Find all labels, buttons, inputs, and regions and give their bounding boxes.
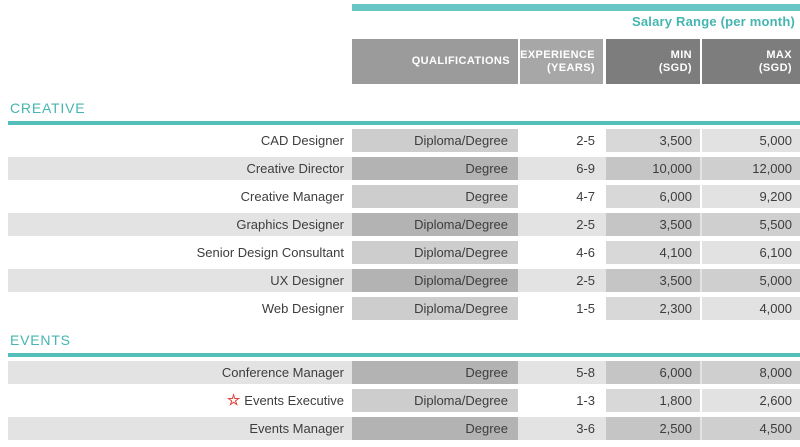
experience-cell: 2-5	[576, 273, 595, 288]
table-header-row: QUALIFICATIONS EXPERIENCE (YEARS) MIN (S…	[352, 39, 800, 84]
column-header-min-line2: (SGD)	[658, 61, 692, 74]
table-row: Graphics Designer Diploma/Degree 2-5 3,500 5…	[8, 213, 800, 236]
section-divider-creative	[8, 121, 800, 125]
min-salary-cell: 1,800	[606, 389, 700, 412]
column-header-qualifications-label: QUALIFICATIONS	[411, 55, 510, 67]
job-title-cell: Creative Manager	[8, 185, 352, 208]
job-title-label: Web Designer	[261, 301, 344, 316]
job-title-cell: Creative Director	[8, 157, 352, 180]
min-salary-cell: 6,000	[606, 361, 700, 384]
column-header-max-line1: MAX	[766, 48, 792, 61]
job-title-label: Creative Director	[246, 161, 344, 176]
job-title-cell: CAD Designer	[8, 129, 352, 152]
table-row: ☆ Events Executive Diploma/Degree 1-3 1,800 2…	[8, 389, 800, 412]
job-title-cell: UX Designer	[8, 269, 352, 292]
qualifications-cell: Diploma/Degree	[352, 389, 518, 412]
qualifications-cell: Diploma/Degree	[352, 241, 518, 264]
section-creative: CREATIVE CAD Designer Diploma/Degree 2-5 3,5…	[0, 100, 800, 320]
job-title-label: CAD Designer	[260, 133, 344, 148]
min-salary-cell: 6,000	[606, 185, 700, 208]
experience-cell: 5-8	[576, 365, 595, 380]
job-title-cell: Web Designer	[8, 297, 352, 320]
column-header-qualifications: QUALIFICATIONS	[352, 39, 518, 84]
salary-range-label: Salary Range (per month)	[632, 14, 795, 29]
top-accent-bar	[352, 4, 800, 11]
table-row: UX Designer Diploma/Degree 2-5 3,500 5,000	[8, 269, 800, 292]
job-title-cell: ☆ Events Executive	[8, 389, 352, 412]
section-divider-events	[8, 353, 800, 357]
qualifications-cell: Degree	[352, 157, 518, 180]
qualifications-cell: Diploma/Degree	[352, 213, 518, 236]
table-row: CAD Designer Diploma/Degree 2-5 3,500 5,000	[8, 129, 800, 152]
qualifications-cell: Diploma/Degree	[352, 297, 518, 320]
section-title-events: EVENTS	[10, 332, 71, 348]
max-salary-cell: 6,100	[702, 241, 800, 264]
min-salary-cell: 10,000	[606, 157, 700, 180]
min-salary-cell: 3,500	[606, 129, 700, 152]
job-title-label: Conference Manager	[221, 365, 344, 380]
column-header-max: MAX (SGD)	[702, 39, 800, 84]
column-header-experience-line1: EXPERIENCE	[520, 48, 595, 61]
max-salary-cell: 4,000	[702, 297, 800, 320]
column-header-max-line2: (SGD)	[758, 61, 792, 74]
min-salary-cell: 3,500	[606, 213, 700, 236]
max-salary-cell: 9,200	[702, 185, 800, 208]
min-salary-cell: 4,100	[606, 241, 700, 264]
qualifications-cell: Degree	[352, 361, 518, 384]
column-header-min: MIN (SGD)	[606, 39, 700, 84]
table-row: Web Designer Diploma/Degree 1-5 2,300 4,000	[8, 297, 800, 320]
max-salary-cell: 8,000	[702, 361, 800, 384]
max-salary-cell: 12,000	[702, 157, 800, 180]
max-salary-cell: 5,000	[702, 129, 800, 152]
experience-cell: 1-5	[576, 301, 595, 316]
table-row: Senior Design Consultant Diploma/Degree 4-…	[8, 241, 800, 264]
qualifications-cell: Diploma/Degree	[352, 129, 518, 152]
section-title-creative: CREATIVE	[10, 100, 86, 116]
star-icon: ☆	[226, 392, 241, 409]
experience-cell: 4-7	[576, 189, 595, 204]
section-events: EVENTS Conference Manager Degree 5-8 6,000 8,…	[0, 332, 800, 440]
max-salary-cell: 5,500	[702, 213, 800, 236]
job-title-cell: Graphics Designer	[8, 213, 352, 236]
job-title-cell: Events Manager	[8, 417, 352, 440]
experience-cell: 4-6	[576, 245, 595, 260]
experience-cell: 6-9	[576, 161, 595, 176]
job-title-label: Events Manager	[249, 421, 344, 436]
table-row: Events Manager Degree 3-6 2,500 4,500	[8, 417, 800, 440]
table-row: Creative Manager Degree 4-7 6,000 9,200	[8, 185, 800, 208]
job-title-label: Graphics Designer	[236, 217, 344, 232]
qualifications-cell: Degree	[352, 185, 518, 208]
section-rows-creative: CAD Designer Diploma/Degree 2-5 3,500 5,000 C…	[0, 129, 800, 320]
column-header-min-line1: MIN	[670, 48, 692, 61]
job-title-label: Senior Design Consultant	[196, 245, 344, 260]
section-rows-events: Conference Manager Degree 5-8 6,000 8,000 ☆ Ev…	[0, 361, 800, 440]
experience-cell: 2-5	[576, 217, 595, 232]
max-salary-cell: 4,500	[702, 417, 800, 440]
column-header-experience: EXPERIENCE (YEARS)	[520, 39, 603, 84]
qualifications-cell: Diploma/Degree	[352, 269, 518, 292]
job-title-label: Creative Manager	[240, 189, 344, 204]
min-salary-cell: 2,300	[606, 297, 700, 320]
experience-cell: 1-3	[576, 393, 595, 408]
experience-cell: 2-5	[576, 133, 595, 148]
job-title-label: UX Designer	[270, 273, 344, 288]
job-title-cell: Conference Manager	[8, 361, 352, 384]
column-header-experience-line2: (YEARS)	[546, 61, 595, 74]
qualifications-cell: Degree	[352, 417, 518, 440]
table-row: Conference Manager Degree 5-8 6,000 8,000	[8, 361, 800, 384]
table-row: Creative Director Degree 6-9 10,000 12,000	[8, 157, 800, 180]
experience-cell: 3-6	[576, 421, 595, 436]
job-title-cell: Senior Design Consultant	[8, 241, 352, 264]
min-salary-cell: 3,500	[606, 269, 700, 292]
max-salary-cell: 2,600	[702, 389, 800, 412]
max-salary-cell: 5,000	[702, 269, 800, 292]
min-salary-cell: 2,500	[606, 417, 700, 440]
sections-container: CREATIVE CAD Designer Diploma/Degree 2-5 3,5…	[0, 100, 800, 447]
job-title-label: Events Executive	[244, 393, 344, 408]
